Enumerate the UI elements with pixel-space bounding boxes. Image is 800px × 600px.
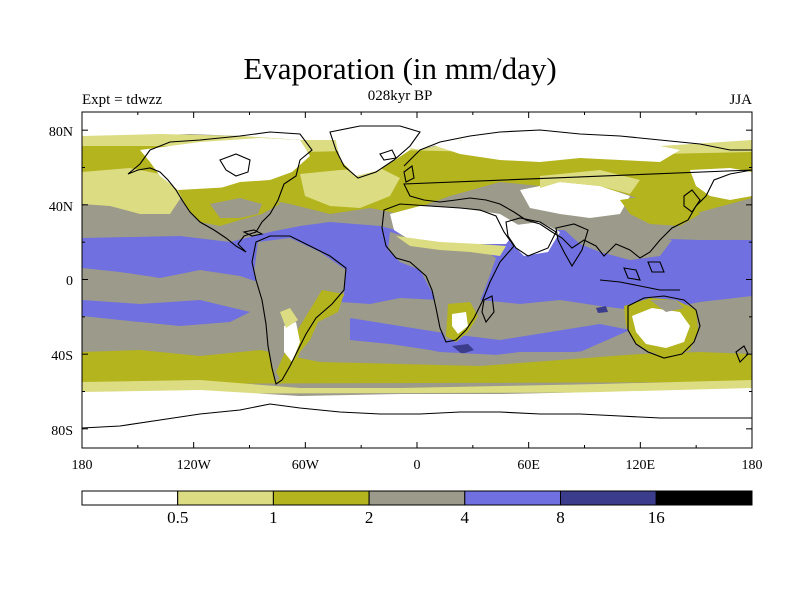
x-tick-label-0: 0 xyxy=(414,458,421,473)
x-tick-label-180e: 180 xyxy=(742,458,763,473)
x-tick-label-60e: 60E xyxy=(517,458,540,473)
experiment-label: Expt = tdwzz xyxy=(82,92,163,108)
arabia-lt0-5 xyxy=(508,222,560,256)
y-tick-label-80n: 80N xyxy=(49,125,73,140)
x-tick-label-120w: 120W xyxy=(177,458,212,473)
sa-land-2-4 xyxy=(254,238,346,382)
se-asia-2-4 xyxy=(560,224,672,260)
colorbar-label-2: 2 xyxy=(365,508,374,527)
coast-iceland xyxy=(379,149,397,161)
eurasia-lt0-5 xyxy=(430,136,680,162)
central-asia-lt0-5 xyxy=(520,182,630,218)
colorbar-label-0-5: 0.5 xyxy=(167,508,188,527)
colorbar-label-16: 16 xyxy=(648,508,665,527)
south-band-1-2 xyxy=(82,350,752,384)
coastlines xyxy=(82,125,752,429)
colorbar-box-0-5-1 xyxy=(177,490,274,506)
coast-australia xyxy=(627,295,701,359)
y-tick-label-40s: 40S xyxy=(51,349,73,364)
coast-hudson xyxy=(219,153,251,177)
antarctic-lt0-5 xyxy=(82,388,752,448)
colorbar-label-4: 4 xyxy=(461,508,470,527)
colorbar-box-4-8 xyxy=(464,490,561,506)
sa-land-lt0-5 xyxy=(284,322,300,362)
y-tick-label-40n: 40N xyxy=(49,200,73,215)
colorbar-box-lt0-5 xyxy=(81,490,179,506)
colorbar-box-2-4 xyxy=(368,490,466,506)
sa-land-0-5-1 xyxy=(280,308,298,328)
coast-eurasia xyxy=(403,129,752,259)
coast-africa xyxy=(381,203,515,343)
australia-2-4 xyxy=(650,300,684,312)
ne-asia-lt0-5 xyxy=(690,168,752,200)
australia-lt0-5 xyxy=(632,308,690,348)
patch-8-16-b xyxy=(596,306,608,313)
patch-8-16-a xyxy=(452,344,474,354)
colorbar-label-1: 1 xyxy=(269,508,278,527)
greenland-lt0-5 xyxy=(334,126,420,176)
south-band-0-5-1 xyxy=(82,380,752,394)
na-land-2-4 xyxy=(210,198,262,218)
y-tick-label-80s: 80S xyxy=(51,424,73,439)
coast-british-isles xyxy=(403,165,415,183)
y-ticks xyxy=(82,129,752,430)
map-fill xyxy=(82,112,752,448)
x-ticks xyxy=(81,112,753,448)
colorbar-box-gt16 xyxy=(655,490,753,506)
n-atlantic-0-5-1 xyxy=(300,168,400,208)
e-asia-1-2 xyxy=(620,194,700,226)
coast-indonesia xyxy=(599,261,680,291)
east-pacific-4-8 xyxy=(82,300,250,326)
colorbar: 0.5 1 2 4 8 16 xyxy=(81,490,753,527)
map-subtitle: 028kyr BP xyxy=(367,88,433,104)
coast-antarctica xyxy=(82,403,752,429)
colorbar-label-8: 8 xyxy=(556,508,565,527)
coast-japan xyxy=(683,189,701,213)
s-africa-lt0-5 xyxy=(452,312,468,334)
coast-south-america xyxy=(251,235,347,385)
coast-greenland xyxy=(329,125,421,179)
coast-arabia xyxy=(505,217,557,257)
x-tick-label-60w: 60W xyxy=(292,458,320,473)
southern-ocean-4-8 xyxy=(350,318,630,358)
colorbar-box-1-2 xyxy=(272,490,370,506)
y-tick-label-0: 0 xyxy=(66,274,73,289)
sahara-lt0-5 xyxy=(390,206,520,244)
coast-madagascar xyxy=(481,295,495,324)
coast-india xyxy=(555,223,589,268)
map-title: Evaporation (in mm/day) xyxy=(243,51,557,86)
colorbar-box-8-16 xyxy=(560,490,657,506)
ne-pacific-0-5-1 xyxy=(82,168,182,214)
season-label: JJA xyxy=(729,92,752,108)
coast-caribbean xyxy=(242,229,264,237)
sahel-0-5-1 xyxy=(396,236,506,256)
coast-north-america xyxy=(127,131,313,253)
x-tick-label-120e: 120E xyxy=(626,458,656,473)
x-tick-label-180w: 180 xyxy=(72,458,93,473)
